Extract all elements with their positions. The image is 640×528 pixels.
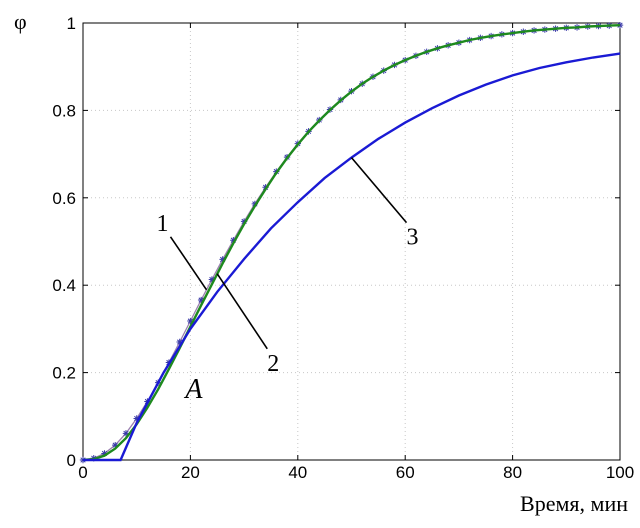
series-lines [79, 21, 624, 464]
x-tick-label: 80 [503, 463, 522, 482]
series-1-point [208, 276, 216, 283]
series-1-point [219, 256, 226, 263]
axis-ticks: 0 20 40 60 80 100 0 0.2 0.4 0.6 0.8 1 [52, 14, 634, 482]
leader-line-2 [216, 273, 268, 350]
plot-area-frame [82, 22, 621, 461]
series-1-point [133, 415, 140, 422]
series-1-point [197, 296, 205, 304]
series-1-point [176, 338, 183, 346]
series-1-point [101, 450, 108, 457]
grid [83, 23, 620, 460]
curve-label-3: 3 [407, 225, 419, 251]
y-tick-label: 0.6 [52, 189, 76, 208]
series-line-3 [83, 52, 621, 462]
x-tick-label: 60 [396, 463, 415, 482]
y-tick-label: 0 [67, 451, 76, 470]
series-1-point [187, 317, 194, 325]
leader-line-3 [350, 157, 408, 224]
leader-line-1 [169, 236, 208, 291]
x-tick-label: 100 [606, 463, 634, 482]
series-1-point [616, 21, 624, 29]
x-tick-label: 40 [288, 463, 307, 482]
y-axis-label: φ [14, 9, 27, 34]
x-tick-label: 0 [78, 463, 87, 482]
curve-label-1: 1 [157, 211, 169, 237]
y-tick-label: 0.2 [52, 364, 76, 383]
series-line-2 [82, 24, 621, 462]
y-tick-label: 1 [67, 14, 76, 33]
series-1-point [240, 218, 248, 225]
series-1-point [122, 430, 130, 437]
x-tick-label: 20 [181, 463, 200, 482]
annotations: 1 2 3 A [157, 157, 419, 405]
point-label-A: A [183, 374, 203, 405]
y-tick-label: 0.8 [52, 101, 76, 120]
x-axis-label: Время, мин [520, 491, 628, 516]
y-tick-label: 0.4 [52, 276, 76, 295]
series-1-point [230, 236, 237, 244]
series-1-point [112, 441, 119, 449]
curve-label-2: 2 [267, 351, 279, 377]
